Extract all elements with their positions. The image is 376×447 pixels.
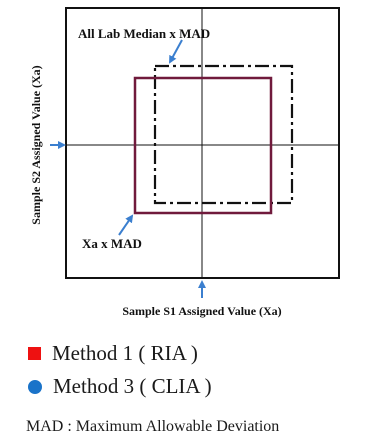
outer-box-label: All Lab Median x MAD — [78, 26, 210, 41]
legend-item-method-1: Method 1 ( RIA ) — [28, 341, 198, 366]
xa-mad-box — [133, 76, 273, 215]
footnote: MAD : Maximum Allowable Deviation — [26, 418, 280, 435]
inner-box-label: Xa x MAD — [82, 236, 142, 251]
inner-label-arrow — [118, 214, 134, 236]
all-lab-median-box — [153, 64, 294, 205]
red-square-icon — [28, 347, 41, 360]
evaluation-diagram: All Lab Median x MAD Xa x MAD Sample S2 … — [29, 7, 340, 318]
blue-circle-icon — [28, 379, 42, 394]
outer-label-arrow — [169, 39, 183, 64]
legend-label-method-3: Method 3 ( CLIA ) — [53, 374, 212, 398]
legend-item-method-3: Method 3 ( CLIA ) — [28, 374, 212, 399]
x-axis-label: Sample S1 Assigned Value (Xa) — [122, 304, 281, 318]
y-axis-label: Sample S2 Assigned Value (Xa) — [29, 65, 43, 224]
legend-label-method-1: Method 1 ( RIA ) — [52, 341, 198, 365]
